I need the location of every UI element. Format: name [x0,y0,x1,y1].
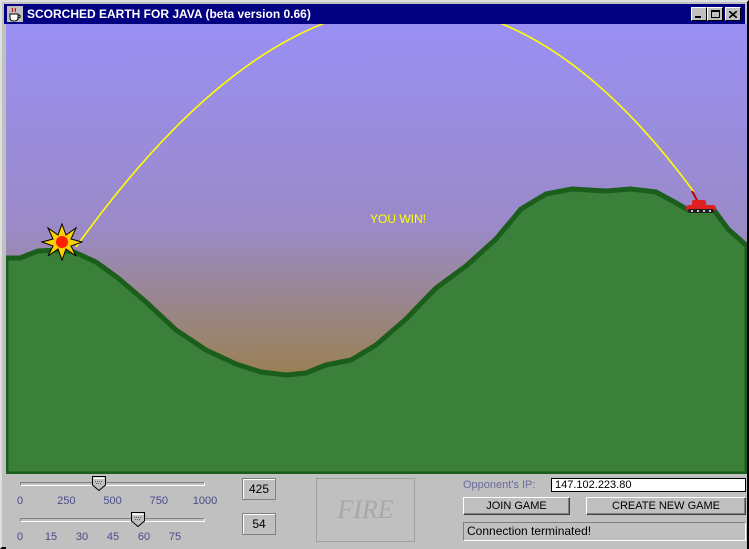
power-slider[interactable] [20,476,205,491]
close-button[interactable] [725,7,741,21]
join-game-button[interactable]: JOIN GAME [463,497,570,515]
opponent-ip-label: Opponent's IP: [463,479,536,491]
fire-button[interactable]: FIRE [316,478,415,542]
angle-slider-thumb[interactable] [130,512,145,527]
angle-slider[interactable] [20,512,205,527]
power-slider-track [20,482,205,486]
angle-tick-labels: 0 15 30 45 60 75 [16,531,182,543]
close-icon [729,10,737,18]
angle-slider-track [20,518,205,522]
power-tick-labels: 0 250 500 750 1000 [16,495,218,507]
create-new-game-button[interactable]: CREATE NEW GAME [586,497,746,515]
control-panel: 0 250 500 750 1000 0 15 30 45 60 75 425 54 FIRE O… [6,475,747,549]
connection-status: Connection terminated! [463,522,746,541]
minimize-icon [695,15,701,18]
minimize-button[interactable] [691,7,707,21]
maximize-icon [710,10,720,18]
trajectory-arc [75,24,695,248]
power-slider-thumb[interactable] [91,476,106,491]
java-cup-icon [7,6,23,22]
explosion [40,222,84,262]
title-bar[interactable]: SCORCHED EARTH FOR JAVA (beta version 0.… [4,4,745,24]
opponent-ip-input[interactable]: 147.102.223.80 [551,478,746,492]
enemy-tank [686,190,716,213]
maximize-button[interactable] [707,7,723,21]
power-value-box: 425 [242,478,276,500]
angle-value-box: 54 [242,513,276,535]
game-canvas[interactable]: YOU WIN! [6,24,747,474]
win-message: YOU WIN! [370,212,426,226]
window-title: SCORCHED EARTH FOR JAVA (beta version 0.… [27,7,311,21]
